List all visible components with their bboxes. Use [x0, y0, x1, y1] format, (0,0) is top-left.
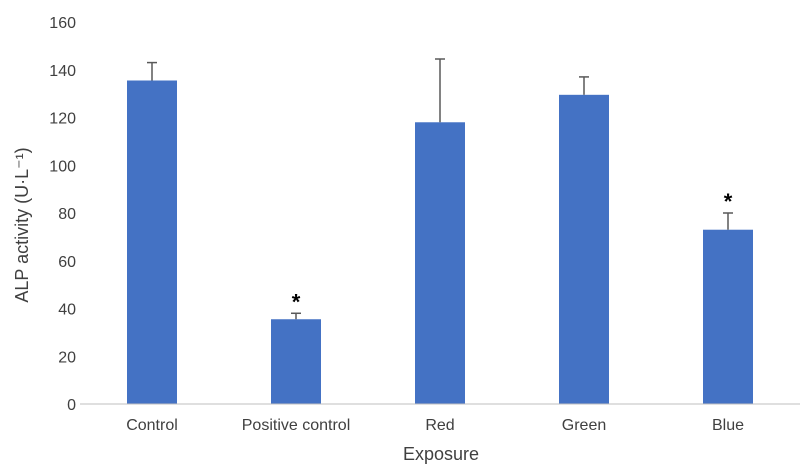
bar — [559, 94, 609, 404]
y-tick-label: 120 — [49, 111, 76, 128]
y-axis-title: ALP activity (U·L⁻¹) — [12, 147, 32, 302]
x-tick-label: Positive control — [242, 417, 351, 434]
x-tick-label: Control — [126, 417, 178, 434]
significance-star: * — [724, 189, 733, 214]
x-tick-label: Blue — [712, 417, 744, 434]
bar — [127, 80, 177, 405]
y-tick-label: 80 — [58, 206, 76, 223]
y-tick-label: 60 — [58, 254, 76, 271]
significance-star: * — [292, 289, 301, 314]
bars — [127, 80, 753, 405]
x-axis-title: Exposure — [403, 444, 479, 464]
x-tick-label: Green — [562, 417, 606, 434]
y-tick-label: 100 — [49, 158, 76, 175]
x-axis-labels: Control Positive control Red Green Blue — [126, 417, 744, 434]
bar — [415, 122, 465, 405]
x-tick-label: Red — [425, 417, 454, 434]
y-tick-label: 160 — [49, 15, 76, 32]
y-tick-label: 0 — [67, 397, 76, 414]
y-tick-label: 140 — [49, 63, 76, 80]
y-tick-label: 20 — [58, 349, 76, 366]
bar — [703, 229, 753, 404]
y-tick-label: 40 — [58, 302, 76, 319]
y-axis-ticks: 0 20 40 60 80 100 120 140 160 — [49, 15, 76, 414]
bar — [271, 319, 321, 404]
error-bars — [147, 58, 733, 320]
significance-markers: ** — [292, 189, 733, 314]
